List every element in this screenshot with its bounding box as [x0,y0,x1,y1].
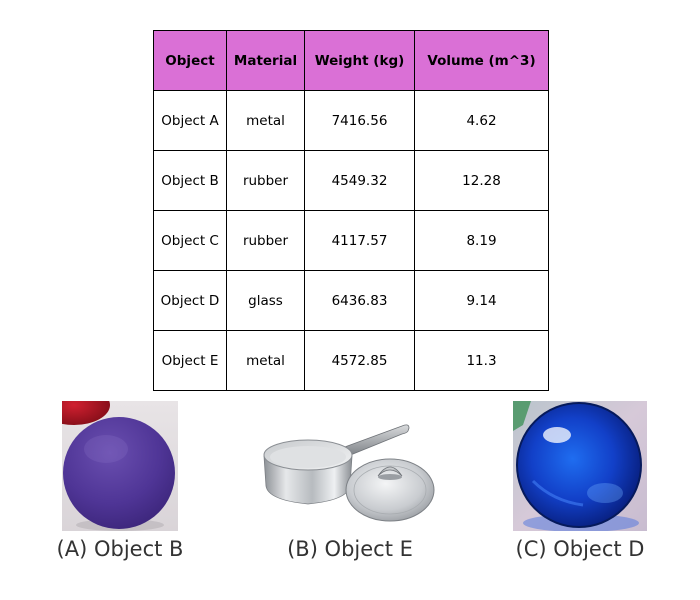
table-row: Object C rubber 4117.57 8.19 [153,210,549,271]
image-purple-ball [62,401,178,531]
cell-volume: 4.62 [414,90,549,151]
cell-volume: 12.28 [414,150,549,211]
cell-weight: 4572.85 [304,330,415,391]
table-row: Object D glass 6436.83 9.14 [153,270,549,331]
properties-table: Object Material Weight (kg) Volume (m^3)… [153,30,549,391]
cell-weight: 6436.83 [304,270,415,331]
cell-material: rubber [226,210,305,271]
table-row: Object B rubber 4549.32 12.28 [153,150,549,211]
cell-volume: 11.3 [414,330,549,391]
cell-object: Object E [153,330,227,391]
cell-object: Object A [153,90,227,151]
image-saucepan [262,418,437,526]
cell-weight: 7416.56 [304,90,415,151]
cell-material: rubber [226,150,305,211]
image-glass-sphere [513,401,647,531]
caption-image-c: (C) Object D [515,537,645,561]
cell-material: glass [226,270,305,331]
table-row: Object A metal 7416.56 4.62 [153,90,549,151]
header-object: Object [153,30,227,91]
cell-volume: 9.14 [414,270,549,331]
header-volume: Volume (m^3) [414,30,549,91]
header-weight: Weight (kg) [304,30,415,91]
cell-material: metal [226,330,305,391]
table-row: Object E metal 4572.85 11.3 [153,330,549,391]
table-header-row: Object Material Weight (kg) Volume (m^3) [153,30,549,91]
cell-object: Object C [153,210,227,271]
cell-object: Object D [153,270,227,331]
cell-weight: 4117.57 [304,210,415,271]
caption-image-b: (B) Object E [287,537,413,561]
cell-object: Object B [153,150,227,211]
header-material: Material [226,30,305,91]
cell-volume: 8.19 [414,210,549,271]
caption-image-a: (A) Object B [56,537,184,561]
cell-material: metal [226,90,305,151]
cell-weight: 4549.32 [304,150,415,211]
